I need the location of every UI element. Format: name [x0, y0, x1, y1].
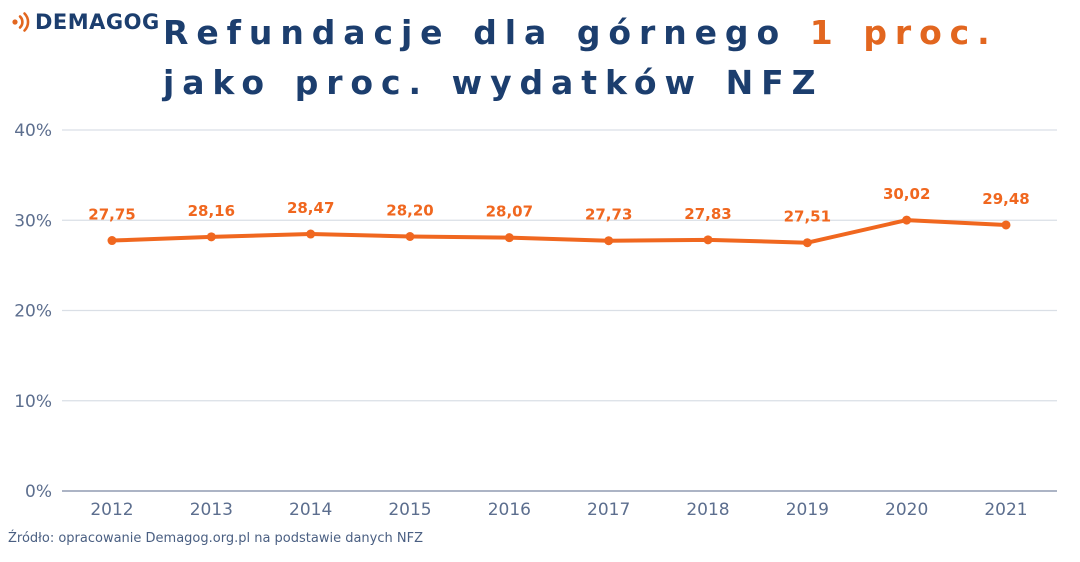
data-point-marker — [604, 236, 614, 246]
chart-title-line1: Refundacje dla górnego 1 proc. — [163, 8, 998, 58]
x-axis-tick-label: 2015 — [388, 500, 431, 520]
data-point-label: 27,73 — [585, 206, 632, 224]
title-line2: jako proc. wydatków NFZ — [163, 63, 824, 102]
y-axis-tick-label: 0% — [25, 482, 52, 502]
x-axis-tick-label: 2018 — [686, 500, 729, 520]
x-axis-tick-label: 2016 — [488, 500, 531, 520]
title-line1-accent: 1 proc. — [809, 13, 998, 52]
line-chart: 0% 10% 20% 30% 40% 2012 2013 2014 2015 2016 2017 20… — [14, 121, 1057, 520]
data-point-label: 28,20 — [386, 201, 433, 219]
x-axis-tick-label: 2019 — [786, 500, 829, 520]
data-point-marker — [902, 215, 912, 225]
x-axis-tick-label: 2021 — [984, 500, 1027, 520]
demagog-logo: DEMAGOG — [10, 10, 160, 34]
sound-waves-icon — [12, 12, 30, 32]
data-point-label: 29,48 — [982, 190, 1029, 208]
source-note: Źródło: opracowanie Demagog.org.pl na po… — [8, 531, 423, 546]
data-point-marker — [405, 231, 415, 241]
data-point-marker — [107, 236, 117, 246]
data-point-marker — [504, 233, 514, 243]
data-point-label: 27,51 — [784, 208, 831, 226]
data-point-marker — [1001, 220, 1011, 230]
data-point-label: 28,47 — [287, 199, 334, 217]
data-point-marker — [703, 235, 713, 245]
x-axis-tick-label: 2014 — [289, 500, 332, 520]
chart-title: Refundacje dla górnego 1 proc. jako proc… — [163, 8, 998, 108]
x-axis-tick-label: 2013 — [190, 500, 233, 520]
y-axis-tick-label: 30% — [14, 211, 52, 231]
y-axis-tick-label: 20% — [14, 302, 52, 322]
title-line1-main: Refundacje dla górnego — [163, 13, 788, 52]
logo-text: DEMAGOG — [35, 10, 160, 34]
data-point-label: 28,16 — [188, 202, 235, 220]
x-axis-tick-label: 2020 — [885, 500, 928, 520]
data-point-label: 28,07 — [486, 203, 533, 221]
data-point-marker — [802, 238, 812, 248]
data-point-label: 27,83 — [684, 205, 731, 223]
y-axis-tick-label: 40% — [14, 121, 52, 141]
data-point-label: 30,02 — [883, 185, 930, 203]
data-point-label: 27,75 — [88, 206, 135, 224]
data-point-marker — [306, 229, 316, 239]
x-axis-tick-label: 2012 — [90, 500, 133, 520]
x-axis-tick-label: 2017 — [587, 500, 630, 520]
series-line — [110, 218, 1008, 245]
data-point-marker — [206, 232, 216, 242]
y-axis-tick-label: 10% — [14, 392, 52, 412]
